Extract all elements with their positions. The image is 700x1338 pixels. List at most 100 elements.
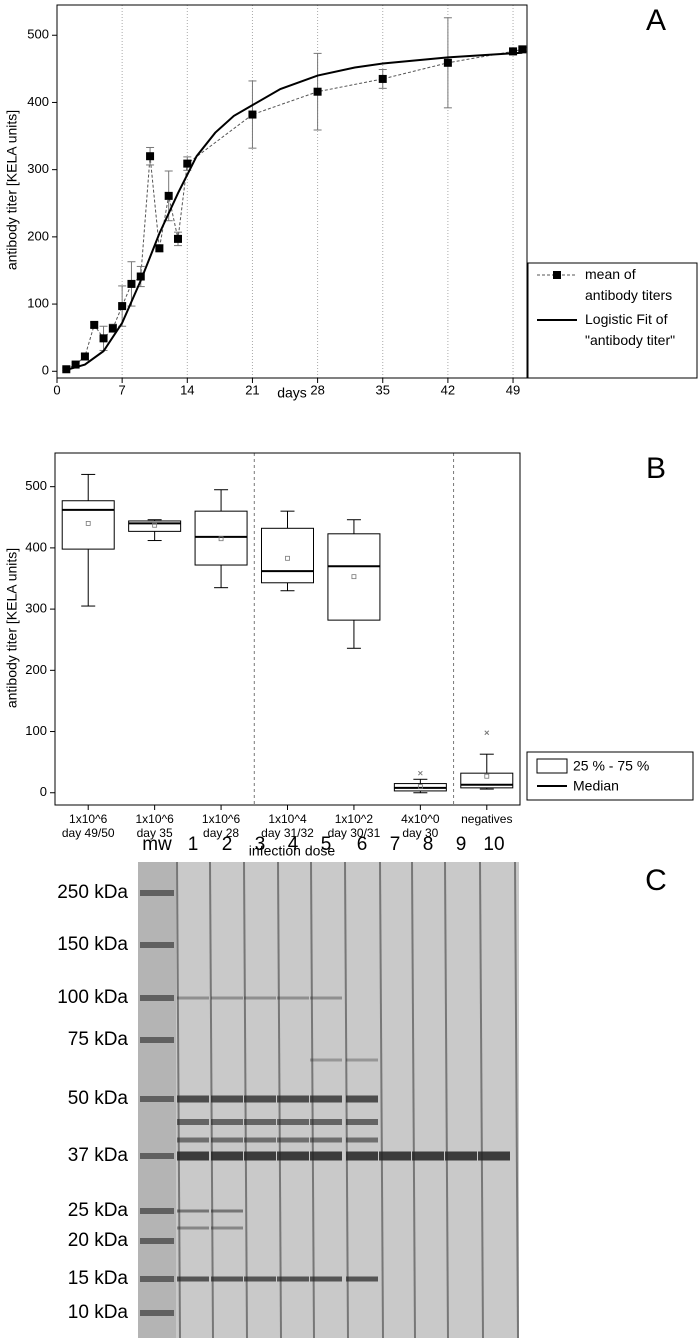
lane-label: 4 [288,834,299,855]
gel-band [310,1095,342,1103]
lane-label: 7 [390,834,401,855]
y-tick-label: 500 [27,27,49,42]
fit-line [66,51,523,371]
lane-edge [514,861,519,1338]
plot-frame [54,452,521,806]
x-tick-label: 0 [53,382,60,397]
marker [90,320,99,329]
gel-band [346,1119,378,1125]
gel-band [310,1276,342,1282]
marker-label: 20 kDa [68,1230,129,1251]
lane-label: 3 [255,834,266,855]
box [128,520,182,532]
box [194,510,248,566]
ladder-band [140,995,174,1001]
y-tick-label: 100 [27,296,49,311]
marker [127,279,136,288]
marker [136,272,145,281]
gel-band [277,1276,309,1282]
gel-band [244,1137,276,1143]
mean-marker [285,555,290,561]
ladder-band [140,890,174,896]
panel-label: C [645,864,667,897]
marker-label: 10 kDa [68,1302,129,1323]
marker [443,58,452,67]
y-tick-label: 400 [27,94,49,109]
gel-band [177,1137,209,1143]
mean-line [66,48,523,370]
y-tick-label: 200 [27,228,49,243]
gel-band [244,1276,276,1282]
gel-band [310,1151,342,1161]
gel-band [211,1137,243,1143]
marker [313,87,322,96]
marker-label: 37 kDa [68,1145,129,1166]
box [61,500,115,550]
gel-band [211,1226,243,1230]
marker-label: 15 kDa [68,1268,129,1289]
gel-band [244,996,276,1000]
marker [248,110,257,119]
gel-band [244,1119,276,1125]
x-tick-label: 14 [180,382,194,397]
marker [164,191,173,200]
legend-label: Median [573,778,619,794]
gel-band [211,1151,243,1161]
x-tick-label: 42 [441,382,455,397]
y-tick-label: 500 [25,478,47,493]
gel-band [244,1095,276,1103]
y-tick-label: 200 [25,662,47,677]
mean-marker [152,522,158,528]
ladder-band [140,1310,174,1316]
marker [173,234,182,243]
gel-band [478,1151,510,1161]
x-tick-label: 28 [310,382,324,397]
gel-band [177,1276,209,1282]
gel-band [177,1226,209,1230]
x-tick-label: 4x10^0 day 30 [401,812,440,840]
marker [378,74,387,83]
marker [118,302,127,311]
mean-marker [417,784,423,790]
ladder-band [140,1208,174,1214]
marker [146,152,155,161]
gel-band [277,1095,309,1103]
legend-label: mean of antibody titers [585,266,673,303]
gel-band [177,1119,209,1125]
marker-label: 50 kDa [68,1088,129,1109]
x-tick-label: 1x10^6 day 28 [201,812,241,840]
marker [71,360,80,369]
gel-band [277,1119,309,1125]
marker-label: 25 kDa [68,1200,129,1221]
lane-label: 8 [423,834,434,855]
marker [80,352,89,361]
legend-label: 25 % - 75 % [573,758,649,774]
lane-label: 10 [483,834,504,855]
ladder-band [140,1037,174,1043]
gel-band [310,1058,342,1062]
gel-band [346,1058,378,1062]
y-tick-label: 100 [25,723,47,738]
lane-label: 9 [456,834,467,855]
mean-marker [85,521,91,526]
gel-band [310,996,342,1000]
gel-band [412,1151,444,1161]
gel-band [211,1209,243,1213]
marker-label: 100 kDa [57,987,128,1008]
x-axis-label: infection dose [249,843,336,859]
x-tick-label: 49 [506,382,520,397]
y-tick-label: 300 [25,601,47,616]
gel-band [346,1095,378,1103]
gel-band [379,1151,411,1161]
box [261,527,314,584]
lane-edge [444,861,449,1338]
marker [108,324,117,333]
panel-label: A [646,4,666,37]
marker-label: 150 kDa [57,934,128,955]
lane-label: 1 [188,834,199,855]
y-tick-label: 300 [27,161,49,176]
gel-band [277,996,309,1000]
gel-band [445,1151,477,1161]
legend-swatch [553,271,561,279]
